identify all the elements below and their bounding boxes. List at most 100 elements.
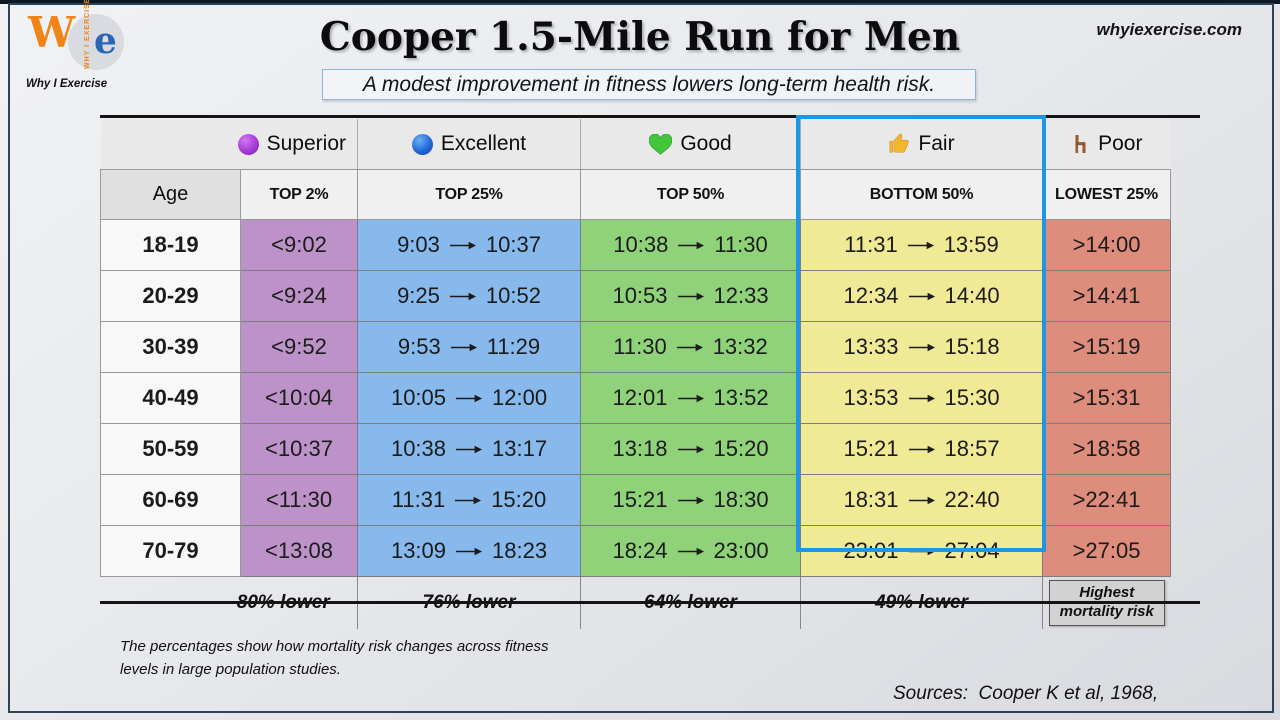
category-fair: Fair — [800, 119, 1044, 170]
subtitle-banner: A modest improvement in fitness lowers l… — [322, 69, 976, 100]
range-start: 11:30 — [613, 334, 667, 359]
page-title: Cooper 1.5-Mile Run for Men — [319, 14, 961, 60]
arrow-right-icon — [455, 445, 483, 453]
logo-vertical-text: WHY I EXERCISE — [84, 0, 91, 69]
good-time-cell: 12:01 13:52 — [580, 372, 802, 424]
good-time-cell: 15:21 18:30 — [580, 474, 802, 526]
arrow-right-icon — [676, 343, 703, 351]
category-label: Good — [680, 132, 732, 155]
range-start: 23:01 — [843, 538, 899, 563]
excellent-time-cell: 9:53 11:29 — [357, 321, 582, 373]
range-end: 11:30 — [714, 232, 768, 257]
range-end: 12:33 — [713, 283, 769, 308]
range-start: 18:31 — [843, 487, 899, 512]
category-superior: Superior — [100, 119, 359, 170]
range-end: 22:40 — [944, 487, 1000, 512]
range-end: 15:18 — [944, 334, 1000, 359]
slide-top-edge — [0, 0, 1280, 4]
table-row: 30-39 <9:52 9:53 11:29 11:30 13:32 13:33 15… — [100, 321, 1172, 373]
category-label: Excellent — [440, 132, 527, 155]
range-start: 15:21 — [843, 436, 899, 461]
logo-watermark-circle — [68, 14, 124, 70]
footnote: The percentages show how mortality risk … — [120, 638, 549, 678]
range-end: 23:00 — [713, 538, 769, 563]
cooper-run-table: Superior Excellent Good Fair Poor Age TO… — [100, 119, 1172, 629]
fair-time-cell: 13:53 15:30 — [800, 372, 1044, 424]
arrow-right-icon — [677, 292, 704, 300]
arrow-right-icon — [908, 496, 935, 504]
logo-letter-e: e — [94, 20, 117, 62]
good-time-cell: 13:18 15:20 — [580, 423, 802, 475]
category-label: Poor — [1098, 132, 1143, 155]
fair-time-cell: 18:31 22:40 — [800, 474, 1044, 526]
percentile-header-good: TOP 50% — [580, 169, 802, 220]
arrow-right-icon — [677, 496, 704, 504]
superior-time-cell: <13:08 — [239, 525, 359, 577]
range-start: 13:09 — [390, 538, 447, 563]
range-end: 15:20 — [713, 436, 769, 461]
arrow-right-icon — [908, 547, 935, 555]
category-header-row: Superior Excellent Good Fair Poor — [100, 119, 1171, 170]
category-label: Superior — [266, 132, 347, 155]
fair-time-cell: 11:31 13:59 — [800, 219, 1044, 271]
poor-time-cell: >15:19 — [1042, 321, 1172, 373]
poor-time-cell: >22:41 — [1042, 474, 1172, 526]
range-start: 18:24 — [612, 538, 668, 563]
superior-time-cell: <9:24 — [239, 270, 359, 322]
range-end: 15:30 — [944, 385, 1000, 410]
category-good: Good — [580, 119, 802, 170]
range-end: 14:40 — [944, 283, 1000, 308]
percentile-header-row: Age TOP 2% TOP 25% TOP 50% BOTTOM 50% LO… — [100, 169, 1172, 220]
range-end: 13:17 — [492, 436, 548, 461]
top-divider-line — [100, 115, 1200, 118]
range-end: 18:30 — [713, 487, 769, 512]
good-time-cell: 11:30 13:32 — [580, 321, 802, 373]
chair-icon — [1075, 135, 1086, 153]
age-cell: 60-69 — [100, 474, 241, 526]
range-start: 9:03 — [397, 232, 440, 257]
range-start: 13:18 — [612, 436, 668, 461]
excellent-time-cell: 13:09 18:23 — [357, 525, 582, 577]
arrow-right-icon — [449, 292, 476, 300]
age-cell: 18-19 — [100, 219, 241, 271]
range-start: 9:25 — [397, 283, 440, 308]
percentile-header-fair: BOTTOM 50% — [800, 169, 1044, 220]
age-cell: 70-79 — [100, 525, 241, 577]
poor-time-cell: >14:00 — [1042, 219, 1172, 271]
range-end: 13:32 — [712, 334, 768, 359]
age-cell: 20-29 — [100, 270, 241, 322]
range-start: 15:21 — [612, 487, 668, 512]
age-cell: 30-39 — [100, 321, 241, 373]
arrow-right-icon — [908, 394, 935, 402]
percentile-header-poor: LOWEST 25% — [1042, 169, 1172, 220]
range-end: 13:52 — [713, 385, 769, 410]
category-label: Fair — [918, 132, 955, 155]
range-end: 18:23 — [492, 538, 548, 563]
range-start: 10:38 — [613, 232, 669, 257]
bottom-divider-line — [100, 601, 1200, 604]
percentile-header-superior: TOP 2% — [239, 169, 359, 220]
arrow-right-icon — [455, 547, 483, 555]
arrow-right-icon — [908, 445, 935, 453]
range-end: 15:20 — [491, 487, 547, 512]
range-start: 13:53 — [843, 385, 899, 410]
arrow-right-icon — [449, 241, 476, 249]
range-start: 12:01 — [612, 385, 668, 410]
range-end: 10:37 — [485, 232, 541, 257]
percentile-header-excellent: TOP 25% — [357, 169, 582, 220]
excellent-time-cell: 9:25 10:52 — [357, 270, 582, 322]
table-row: 60-69 <11:30 11:31 15:20 15:21 18:30 18:31… — [100, 474, 1172, 526]
logo: W WHY I EXERCISE e Why I Exercise — [26, 0, 166, 90]
logo-letter-w: W — [28, 8, 76, 57]
logo-caption: Why I Exercise — [26, 78, 108, 90]
age-cell: 40-49 — [100, 372, 241, 424]
good-time-cell: 18:24 23:00 — [580, 525, 802, 577]
range-end: 11:29 — [486, 334, 541, 359]
range-start: 11:31 — [844, 232, 898, 257]
fair-time-cell: 15:21 18:57 — [800, 423, 1044, 475]
range-end: 13:59 — [943, 232, 999, 257]
range-end: 12:00 — [492, 385, 548, 410]
arrow-right-icon — [677, 394, 704, 402]
table-row: 40-49 <10:04 10:05 12:00 12:01 13:52 13:53… — [100, 372, 1172, 424]
